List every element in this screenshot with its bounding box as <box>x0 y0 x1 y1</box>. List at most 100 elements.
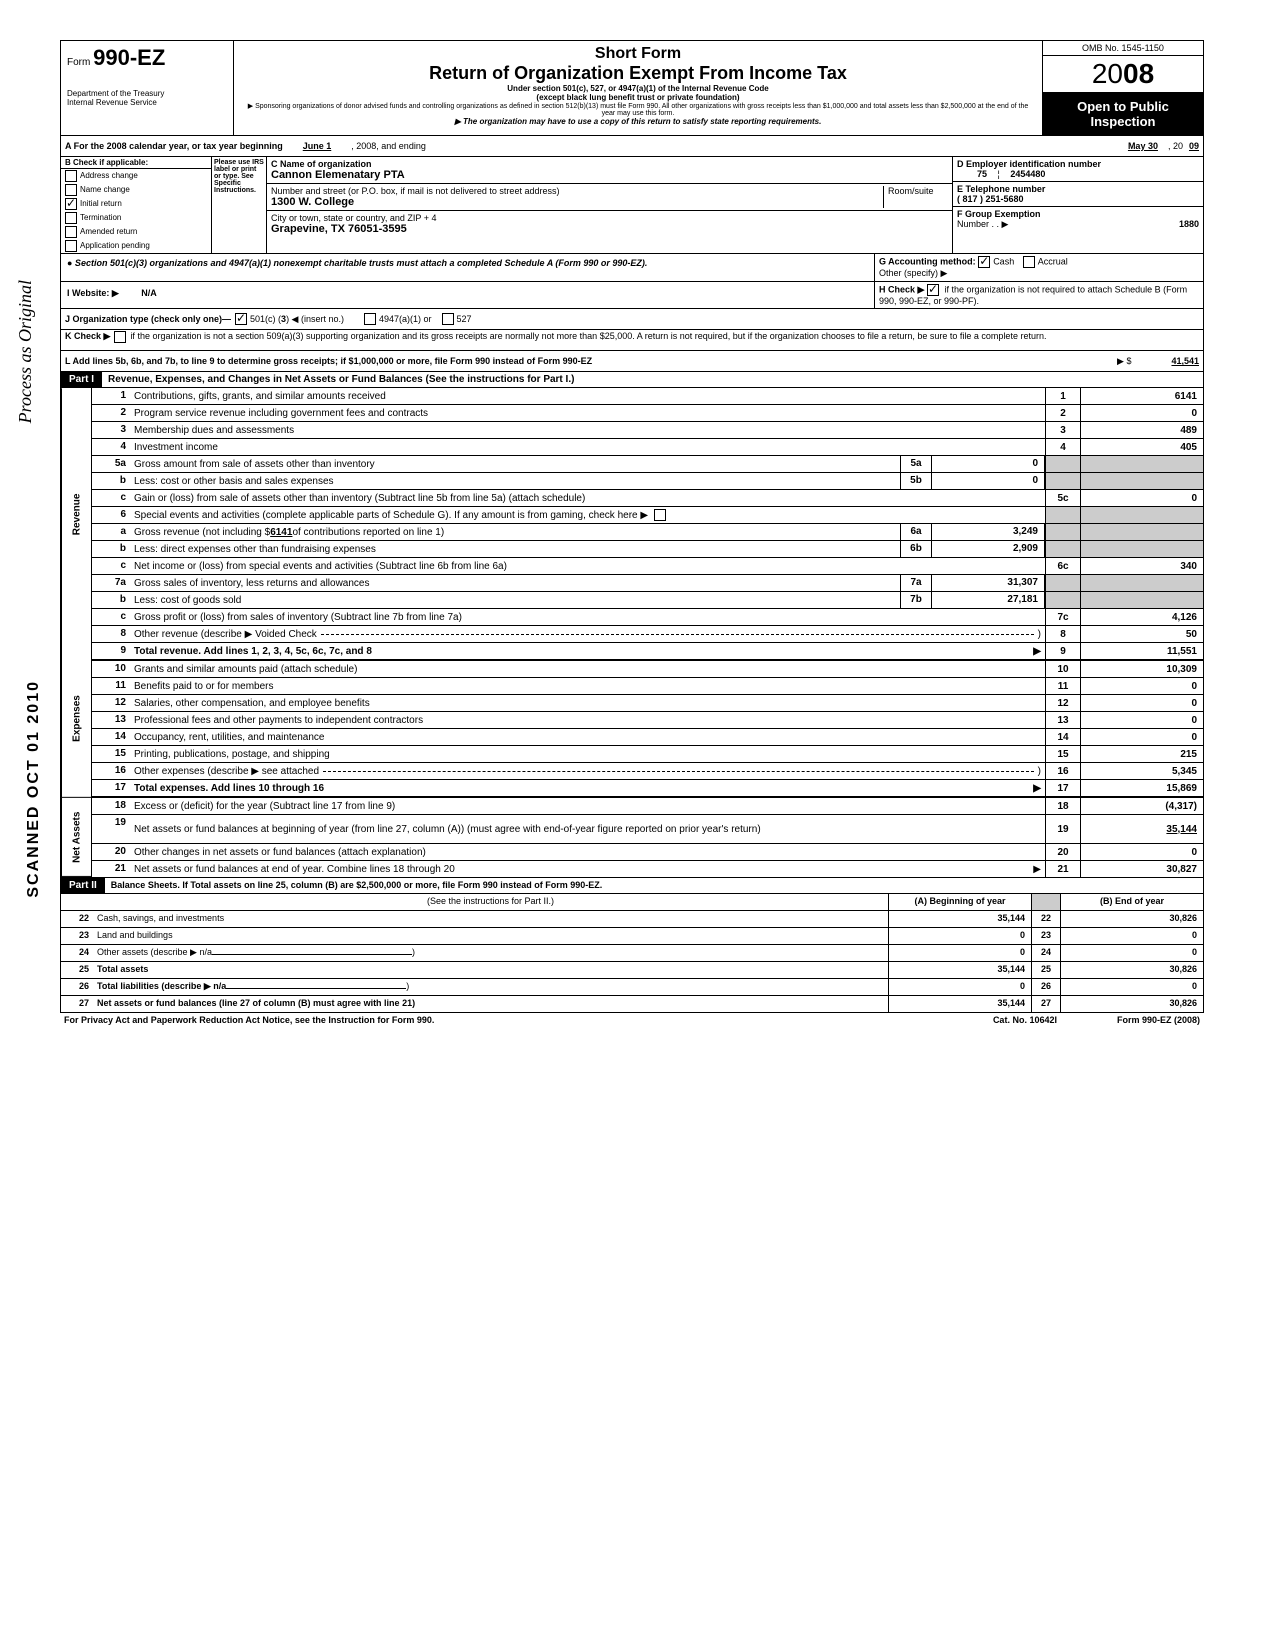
i-website: I Website: ▶ N/A <box>61 282 874 308</box>
line23-desc: Land and buildings <box>93 928 888 944</box>
line18-val: (4,317) <box>1080 798 1203 814</box>
k-label: K Check ▶ <box>65 331 110 342</box>
line25-desc: Total assets <box>93 962 888 978</box>
addr-label: Number and street (or P.O. box, if mail … <box>271 186 559 196</box>
line7b-desc: Less: cost of goods sold <box>134 595 241 606</box>
footer-right: Form 990-EZ (2008) <box>1117 1015 1200 1025</box>
gross-receipts: 41,541 <box>1171 356 1199 366</box>
line6a-val: 3,249 <box>932 524 1045 540</box>
j-row: J Organization type (check only one)— 50… <box>61 309 1203 330</box>
line25-b: 30,826 <box>1060 962 1203 978</box>
line27-b: 30,826 <box>1060 996 1203 1012</box>
ein-2: 2454480 <box>1010 169 1045 179</box>
line19-val: 35,144 <box>1080 815 1203 843</box>
line6a-pre: Gross revenue (not including $ <box>134 527 270 538</box>
part2-header: Part II Balance Sheets. If Total assets … <box>61 877 1203 894</box>
line18-desc: Excess or (deficit) for the year (Subtra… <box>134 801 395 812</box>
line21-desc: Net assets or fund balances at end of ye… <box>134 864 455 875</box>
title-sub2: (except black lung benefit trust or priv… <box>240 93 1036 102</box>
line5c-val: 0 <box>1080 490 1203 506</box>
period-row: A For the 2008 calendar year, or tax yea… <box>61 136 1203 157</box>
line6c-val: 340 <box>1080 558 1203 574</box>
form-prefix: Form <box>67 57 90 68</box>
part1-lines: 1Contributions, gifts, grants, and simil… <box>92 388 1203 877</box>
side-netassets: Net Assets <box>61 798 92 877</box>
checkbox-k[interactable] <box>114 331 126 343</box>
line27-desc: Net assets or fund balances (line 27 of … <box>93 996 888 1012</box>
check-term: Termination <box>61 211 211 225</box>
line20-desc: Other changes in net assets or fund bala… <box>134 847 426 858</box>
line16-val: 5,345 <box>1080 763 1203 779</box>
line5a-val: 0 <box>932 456 1045 472</box>
line20-val: 0 <box>1080 844 1203 860</box>
checkbox-gaming[interactable] <box>654 509 666 521</box>
checkbox-501c[interactable] <box>235 313 247 325</box>
col-c: C Name of organization Cannon Elemenatar… <box>267 157 953 253</box>
checkbox-amended[interactable] <box>65 226 77 238</box>
line8-val: 50 <box>1080 626 1203 642</box>
line19-desc: Net assets or fund balances at beginning… <box>134 824 761 835</box>
header-center: Short Form Return of Organization Exempt… <box>234 41 1043 135</box>
checkbox-accrual[interactable] <box>1023 256 1035 268</box>
col-b: B Check if applicable: Address change Na… <box>61 157 212 253</box>
d-row: D Employer identification number 75 ¦ 24… <box>953 157 1203 182</box>
h-check: H Check ▶ if the organization is not req… <box>874 282 1203 308</box>
addr-value: 1300 W. College <box>271 196 354 208</box>
k-text: if the organization is not a section 509… <box>130 331 1046 341</box>
checkbox-527[interactable] <box>442 313 454 325</box>
j-501c: 501(c) ( <box>250 314 281 324</box>
bullet-501c3: ● Section 501(c)(3) organizations and 49… <box>61 254 874 281</box>
line2-val: 0 <box>1080 405 1203 421</box>
line12-desc: Salaries, other compensation, and employ… <box>134 698 370 709</box>
line26-desc: Total liabilities (describe ▶ n/a <box>97 981 226 991</box>
part1-header: Part I Revenue, Expenses, and Changes in… <box>61 372 1203 388</box>
g-accounting: G Accounting method: Cash Accrual Other … <box>874 254 1203 281</box>
checkbox-address[interactable] <box>65 170 77 182</box>
line11-desc: Benefits paid to or for members <box>134 681 274 692</box>
k-row: K Check ▶ if the organization is not a s… <box>61 330 1203 351</box>
part1-label: Part I <box>61 372 102 387</box>
checkbox-h[interactable] <box>927 284 939 296</box>
line15-val: 215 <box>1080 746 1203 762</box>
line4-desc: Investment income <box>134 442 218 453</box>
col-a-header: (A) Beginning of year <box>888 894 1031 910</box>
line6-desc: Special events and activities (complete … <box>134 510 648 521</box>
checkbox-initial[interactable] <box>65 198 77 210</box>
section-bcdef: B Check if applicable: Address change Na… <box>61 157 1203 254</box>
checkbox-4947[interactable] <box>364 313 376 325</box>
city-value: Grapevine, TX 76051-3595 <box>271 223 407 235</box>
margin-stamp-scanned: SCANNED OCT 01 2010 <box>25 680 43 898</box>
line27-a: 35,144 <box>888 996 1031 1012</box>
dept-treasury: Department of the Treasury <box>67 89 227 98</box>
checkbox-name[interactable] <box>65 184 77 196</box>
line6b-desc: Less: direct expenses other than fundrai… <box>134 544 376 555</box>
j-4947: 4947(a)(1) or <box>379 314 432 324</box>
part2-instr: (See the instructions for Part II.) <box>93 894 888 910</box>
line26-a: 0 <box>888 979 1031 995</box>
line10-desc: Grants and similar amounts paid (attach … <box>134 664 357 675</box>
title-main: Return of Organization Exempt From Incom… <box>240 63 1036 84</box>
line6c-desc: Net income or (loss) from special events… <box>134 561 507 572</box>
checkbox-termination[interactable] <box>65 212 77 224</box>
line10-val: 10,309 <box>1080 661 1203 677</box>
room-suite: Room/suite <box>883 186 948 208</box>
line12-val: 0 <box>1080 695 1203 711</box>
line4-val: 405 <box>1080 439 1203 455</box>
line5c-desc: Gain or (loss) from sale of assets other… <box>134 493 585 504</box>
checkbox-application[interactable] <box>65 240 77 252</box>
line1-desc: Contributions, gifts, grants, and simila… <box>134 391 386 402</box>
footer-left: For Privacy Act and Paperwork Reduction … <box>64 1015 434 1025</box>
open-public-1: Open to Public <box>1045 99 1201 114</box>
line7a-desc: Gross sales of inventory, less returns a… <box>134 578 369 589</box>
l-row: L Add lines 5b, 6b, and 7b, to line 9 to… <box>61 351 1203 372</box>
line16-desc: Other expenses (describe ▶ see attached <box>134 766 319 777</box>
col-def: D Employer identification number 75 ¦ 24… <box>953 157 1203 253</box>
line6a-mid: 6141 <box>270 527 292 538</box>
line22-desc: Cash, savings, and investments <box>93 911 888 927</box>
line9-val: 11,551 <box>1080 643 1203 659</box>
side-revenue: Revenue <box>61 388 92 641</box>
checkbox-cash[interactable] <box>978 256 990 268</box>
line25-a: 35,144 <box>888 962 1031 978</box>
line14-desc: Occupancy, rent, utilities, and maintena… <box>134 732 324 743</box>
section-g-bullet: ● Section 501(c)(3) organizations and 49… <box>61 254 1203 282</box>
